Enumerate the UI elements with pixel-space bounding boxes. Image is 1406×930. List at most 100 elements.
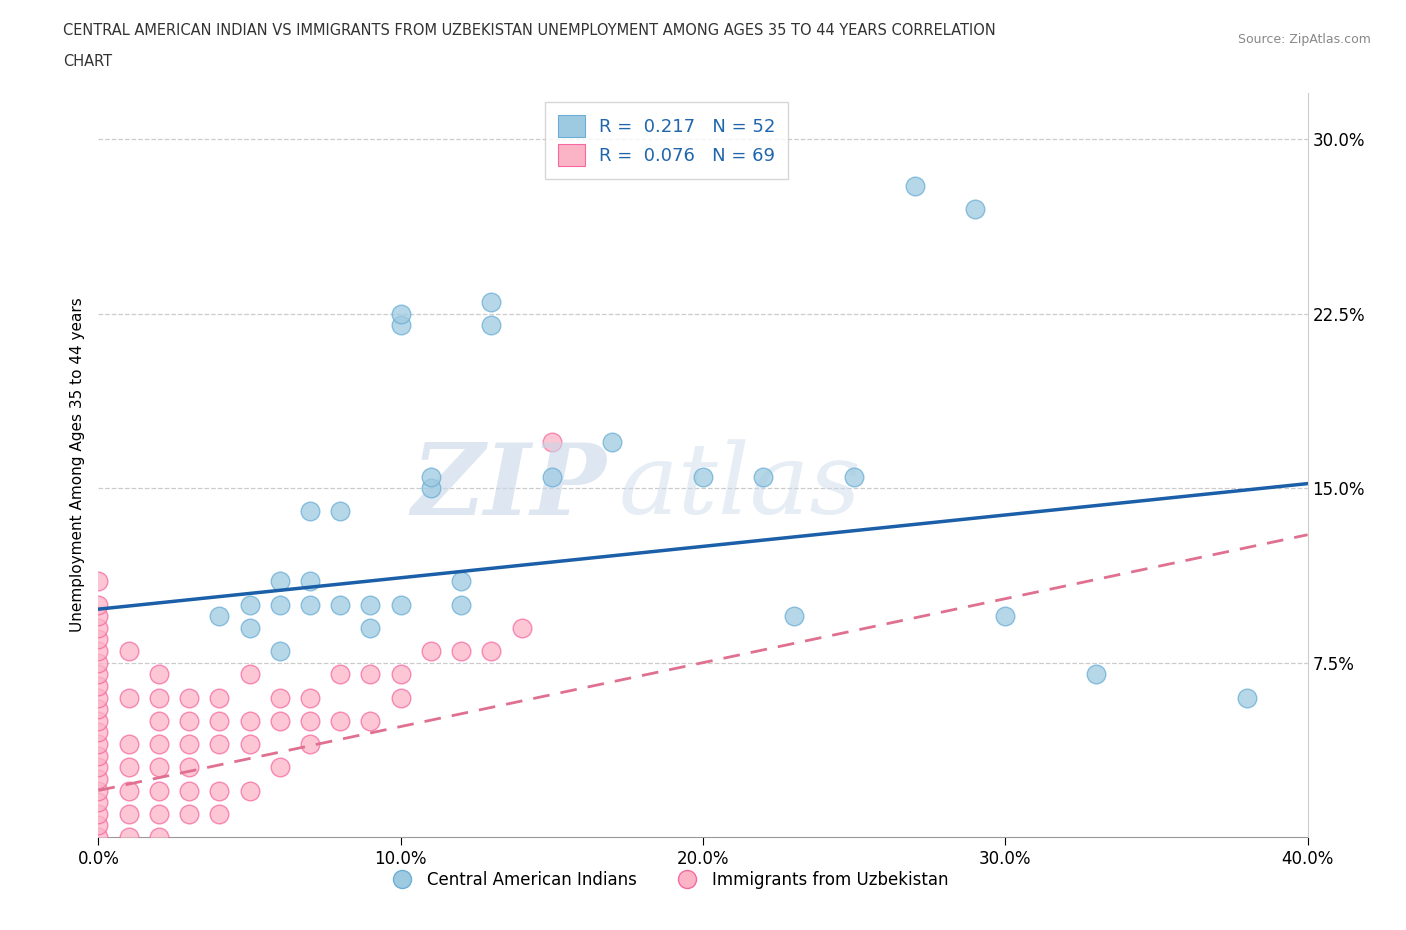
Point	[329, 504, 352, 519]
Point	[540, 469, 562, 484]
Point	[148, 806, 170, 821]
Point	[540, 434, 562, 449]
Point	[118, 690, 141, 705]
Legend: Central American Indians, Immigrants from Uzbekistan: Central American Indians, Immigrants fro…	[378, 864, 955, 896]
Point	[179, 806, 201, 821]
Point	[148, 667, 170, 682]
Text: atlas: atlas	[619, 440, 860, 535]
Point	[208, 609, 231, 624]
Point	[87, 748, 110, 763]
Point	[510, 620, 533, 635]
Point	[450, 574, 472, 589]
Point	[299, 597, 322, 612]
Point	[360, 597, 382, 612]
Point	[87, 702, 110, 717]
Point	[1085, 667, 1108, 682]
Point	[87, 794, 110, 809]
Point	[269, 713, 291, 728]
Text: CHART: CHART	[63, 54, 112, 69]
Point	[389, 690, 412, 705]
Point	[87, 620, 110, 635]
Point	[87, 644, 110, 658]
Point	[239, 713, 262, 728]
Point	[87, 713, 110, 728]
Point	[148, 690, 170, 705]
Point	[118, 783, 141, 798]
Point	[239, 737, 262, 751]
Point	[360, 713, 382, 728]
Point	[239, 667, 262, 682]
Point	[269, 574, 291, 589]
Point	[269, 597, 291, 612]
Point	[208, 713, 231, 728]
Point	[360, 667, 382, 682]
Point	[87, 783, 110, 798]
Point	[179, 737, 201, 751]
Point	[904, 179, 927, 193]
Point	[783, 609, 806, 624]
Point	[389, 307, 412, 322]
Point	[87, 656, 110, 671]
Point	[87, 574, 110, 589]
Point	[602, 434, 624, 449]
Point	[420, 644, 443, 658]
Point	[87, 690, 110, 705]
Point	[299, 713, 322, 728]
Point	[752, 469, 775, 484]
Point	[148, 760, 170, 775]
Point	[87, 772, 110, 787]
Y-axis label: Unemployment Among Ages 35 to 44 years: Unemployment Among Ages 35 to 44 years	[69, 298, 84, 632]
Point	[179, 713, 201, 728]
Point	[299, 690, 322, 705]
Point	[118, 830, 141, 844]
Point	[329, 713, 352, 728]
Point	[389, 597, 412, 612]
Point	[389, 667, 412, 682]
Point	[269, 760, 291, 775]
Point	[118, 644, 141, 658]
Point	[87, 830, 110, 844]
Point	[87, 737, 110, 751]
Point	[239, 597, 262, 612]
Point	[299, 737, 322, 751]
Point	[994, 609, 1017, 624]
Point	[87, 609, 110, 624]
Point	[87, 667, 110, 682]
Point	[118, 760, 141, 775]
Point	[208, 806, 231, 821]
Point	[329, 667, 352, 682]
Text: CENTRAL AMERICAN INDIAN VS IMMIGRANTS FROM UZBEKISTAN UNEMPLOYMENT AMONG AGES 35: CENTRAL AMERICAN INDIAN VS IMMIGRANTS FR…	[63, 23, 995, 38]
Point	[87, 632, 110, 647]
Point	[360, 620, 382, 635]
Point	[179, 783, 201, 798]
Point	[269, 644, 291, 658]
Point	[420, 481, 443, 496]
Point	[118, 737, 141, 751]
Point	[87, 725, 110, 740]
Point	[148, 830, 170, 844]
Text: ZIP: ZIP	[412, 439, 606, 536]
Point	[87, 679, 110, 694]
Point	[450, 597, 472, 612]
Point	[420, 469, 443, 484]
Point	[148, 713, 170, 728]
Point	[239, 783, 262, 798]
Point	[208, 737, 231, 751]
Text: Source: ZipAtlas.com: Source: ZipAtlas.com	[1237, 33, 1371, 46]
Point	[208, 690, 231, 705]
Point	[481, 318, 503, 333]
Point	[179, 760, 201, 775]
Point	[450, 644, 472, 658]
Point	[269, 690, 291, 705]
Point	[179, 690, 201, 705]
Point	[965, 202, 987, 217]
Point	[1236, 690, 1258, 705]
Point	[299, 504, 322, 519]
Point	[87, 760, 110, 775]
Point	[87, 806, 110, 821]
Point	[329, 597, 352, 612]
Point	[87, 818, 110, 833]
Point	[844, 469, 866, 484]
Point	[118, 806, 141, 821]
Point	[481, 644, 503, 658]
